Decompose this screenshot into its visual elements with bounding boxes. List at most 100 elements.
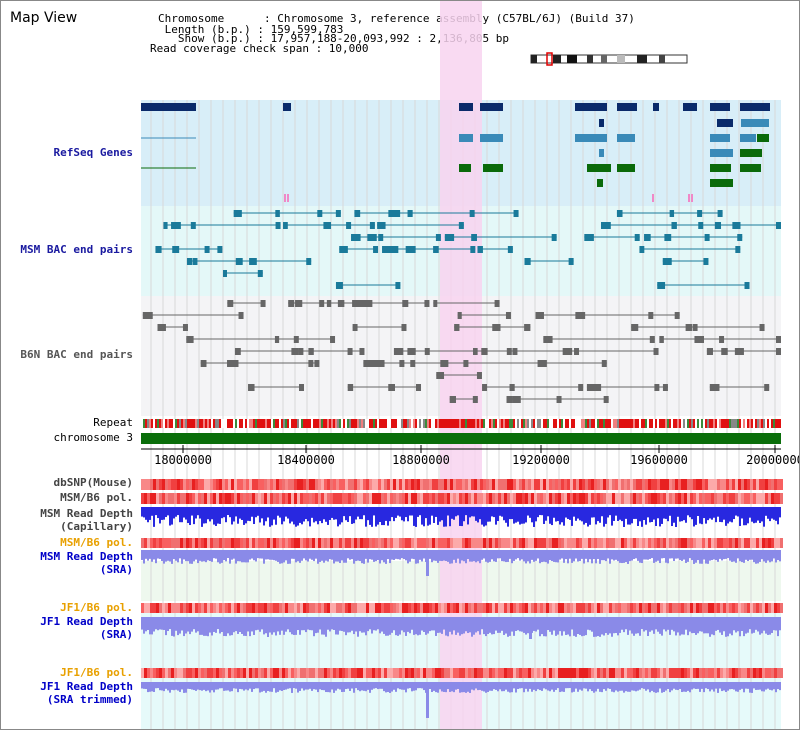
depth-bar (437, 550, 439, 563)
track-label-dbsnp[interactable]: dbSNP(Mouse) (53, 476, 133, 489)
track-label-jf1-depth-sra[interactable]: JF1 Read Depth (40, 615, 133, 628)
depth-bar (309, 617, 311, 631)
ideogram-band (617, 55, 625, 63)
depth-bar (651, 617, 653, 631)
repeat-tick (759, 419, 761, 428)
depth-bar (473, 550, 475, 562)
heat-cell (246, 479, 249, 490)
depth-bar (151, 550, 153, 562)
track-label-refseq[interactable]: RefSeq Genes (53, 146, 133, 159)
depth-bar (763, 507, 765, 527)
track-label-msm-b6-pol-2[interactable]: MSM/B6 pol. (60, 536, 133, 549)
depth-bar (417, 682, 419, 689)
heat-cell (156, 538, 159, 548)
depth-bar (467, 617, 469, 634)
heat-cell (264, 538, 267, 548)
heat-cell (165, 479, 168, 490)
depth-bar (357, 550, 359, 561)
heat-cell (219, 603, 222, 613)
depth-bar (509, 617, 511, 636)
heat-cell (366, 538, 369, 548)
heat-cell (219, 479, 222, 490)
depth-bar (337, 682, 339, 689)
depth-bar (487, 682, 489, 692)
heat-cell (327, 493, 330, 504)
bac-end (734, 348, 740, 355)
heat-cell (645, 603, 648, 613)
depth-bar (383, 617, 385, 634)
depth-bar (325, 507, 327, 522)
depth-bar (489, 550, 491, 562)
heat-cell (189, 479, 192, 490)
heat-cell (396, 603, 399, 613)
depth-bar (163, 550, 165, 564)
repeat-tick (513, 419, 515, 428)
depth-bar (719, 507, 721, 522)
track-label-msm-b6-pol[interactable]: MSM/B6 pol. (60, 491, 133, 504)
heat-cell (387, 668, 390, 678)
track-label-jf1-depth-trimmed[interactable]: JF1 Read Depth (40, 680, 133, 693)
depth-bar (173, 550, 175, 560)
heat-cell (171, 479, 174, 490)
heat-cell (579, 493, 582, 504)
heat-cell (420, 603, 423, 613)
depth-bar (229, 550, 231, 564)
heat-cell (585, 538, 588, 548)
heat-cell (336, 479, 339, 490)
bac-end (390, 384, 396, 391)
track-label-msm-depth-sra[interactable]: MSM Read Depth (40, 550, 133, 563)
repeat-tick (535, 419, 537, 428)
heat-cell (579, 603, 582, 613)
depth-bar (509, 507, 511, 520)
depth-bar (415, 507, 417, 527)
heat-cell (144, 493, 147, 504)
track-label-jf1-b6-pol[interactable]: JF1/B6 pol. (60, 601, 133, 614)
repeat-tick (741, 419, 743, 428)
heat-cell (297, 493, 300, 504)
depth-bar (409, 550, 411, 562)
heat-cell (663, 668, 666, 678)
track-label-jf1-b6-pol-2[interactable]: JF1/B6 pol. (60, 666, 133, 679)
repeat-tick (171, 419, 173, 428)
heat-cell (672, 668, 675, 678)
depth-bar (415, 550, 417, 564)
gene-feature (597, 179, 603, 187)
bac-end (382, 246, 390, 253)
repeat-tick (641, 419, 643, 428)
heat-cell (576, 493, 579, 504)
heat-cell (444, 479, 447, 490)
bac-end (377, 222, 386, 229)
depth-bar (603, 550, 605, 561)
depth-bar (443, 550, 445, 561)
repeat-tick (711, 419, 713, 428)
heat-cell (180, 668, 183, 678)
depth-bar (157, 617, 159, 631)
heat-cell (438, 668, 441, 678)
depth-bar (563, 507, 565, 526)
heat-cell (603, 538, 606, 548)
repeat-tick (363, 419, 365, 428)
heat-cell (561, 668, 564, 678)
depth-bar (239, 550, 241, 562)
heat-cell (642, 493, 645, 504)
depth-bar (367, 617, 369, 632)
heat-cell (675, 603, 678, 613)
depth-bar (487, 507, 489, 522)
depth-bar (623, 617, 625, 633)
depth-bar (757, 682, 759, 690)
heat-cell (264, 493, 267, 504)
track-label-msm-bac[interactable]: MSM BAC end pairs (20, 243, 133, 256)
heat-cell (609, 479, 612, 490)
depth-bar (161, 507, 163, 520)
depth-bar (489, 507, 491, 522)
depth-bar (415, 682, 417, 691)
depth-bar (527, 682, 529, 692)
track-label-b6n-bac[interactable]: B6N BAC end pairs (20, 348, 133, 361)
heat-cell (645, 538, 648, 548)
heat-cell (372, 603, 375, 613)
gene-feature (683, 103, 697, 111)
heat-cell (399, 479, 402, 490)
track-label-msm-depth-capillary[interactable]: MSM Read Depth (40, 507, 133, 520)
depth-bar (145, 550, 147, 559)
